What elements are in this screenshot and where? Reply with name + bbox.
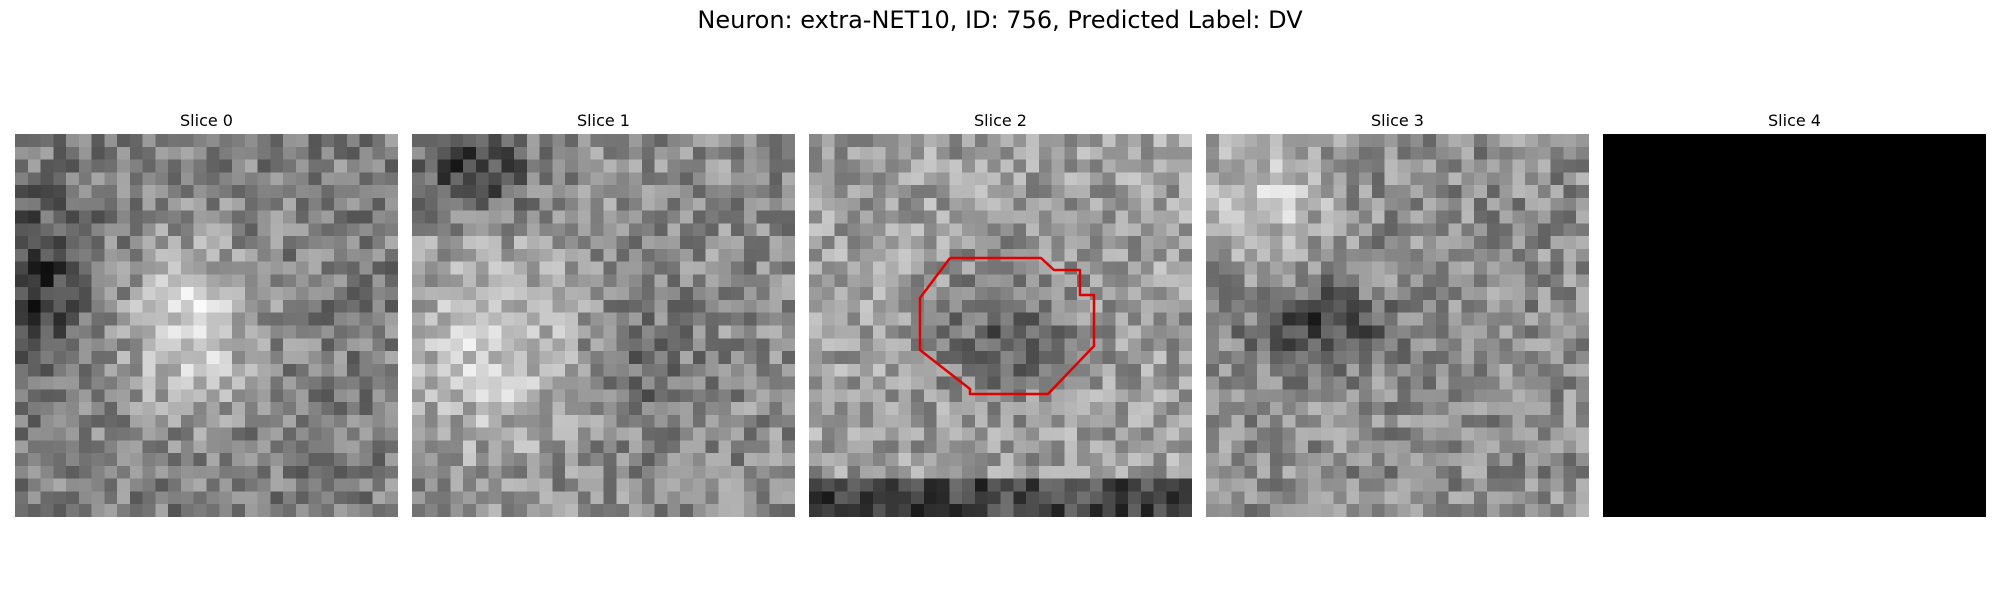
slice-panel-3: Slice 3 xyxy=(1206,108,1589,517)
slice-title-0: Slice 0 xyxy=(180,111,233,130)
slice-panel-1: Slice 1 xyxy=(412,108,795,517)
slice-image-4 xyxy=(1603,134,1986,517)
slice-image-2 xyxy=(809,134,1192,517)
roi-contour xyxy=(918,256,1096,396)
roi-contour-line xyxy=(918,256,1096,396)
slice-title-4: Slice 4 xyxy=(1768,111,1821,130)
slice-image-0 xyxy=(15,134,398,517)
slice-panel-0: Slice 0 xyxy=(15,108,398,517)
slice-panel-4: Slice 4 xyxy=(1603,108,1986,517)
figure-title: Neuron: extra-NET10, ID: 756, Predicted … xyxy=(697,6,1303,34)
slice-panel-2: Slice 2 xyxy=(809,108,1192,517)
slice-image-1 xyxy=(412,134,795,517)
slice-title-1: Slice 1 xyxy=(577,111,630,130)
slice-title-2: Slice 2 xyxy=(974,111,1027,130)
slice-image-3 xyxy=(1206,134,1589,517)
slice-title-3: Slice 3 xyxy=(1371,111,1424,130)
